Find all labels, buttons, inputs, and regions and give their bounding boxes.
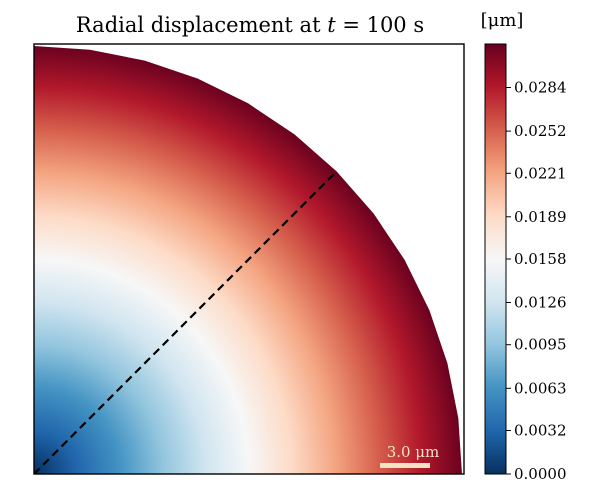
colorbar-tick-label: 0.0063: [514, 379, 567, 397]
colorbar-tick-label: 0.0032: [514, 422, 567, 440]
scale-bar-rect: [380, 463, 430, 468]
colorbar-tick-label: 0.0126: [514, 294, 567, 312]
scale-bar-label: 3.0 μm: [387, 443, 440, 461]
colorbar-tick-label: 0.0000: [514, 465, 567, 483]
axes-frame: [33, 43, 465, 475]
plot-area: [34, 44, 464, 474]
colorbar-ticks: 0.0000 0.0032 0.0063 0.0095 0.0126 0.0158 0.01…: [506, 79, 567, 483]
colorbar: [484, 43, 507, 475]
colorbar-tick-label: 0.0158: [514, 250, 567, 268]
scale-bar: 3.0 μm: [380, 443, 439, 468]
chart-title: Radial displacement at t = 100 s: [76, 13, 424, 37]
colorbar-tick-label: 0.0095: [514, 336, 567, 354]
colorbar-tick-label: 0.0189: [514, 208, 567, 226]
colorbar-tick-label: 0.0252: [514, 122, 567, 140]
colorbar-unit-label: [μm]: [481, 10, 524, 31]
section-line: [34, 170, 338, 474]
colorbar-tick-label: 0.0284: [514, 79, 567, 97]
colorbar-tick-label: 0.0221: [514, 164, 567, 182]
